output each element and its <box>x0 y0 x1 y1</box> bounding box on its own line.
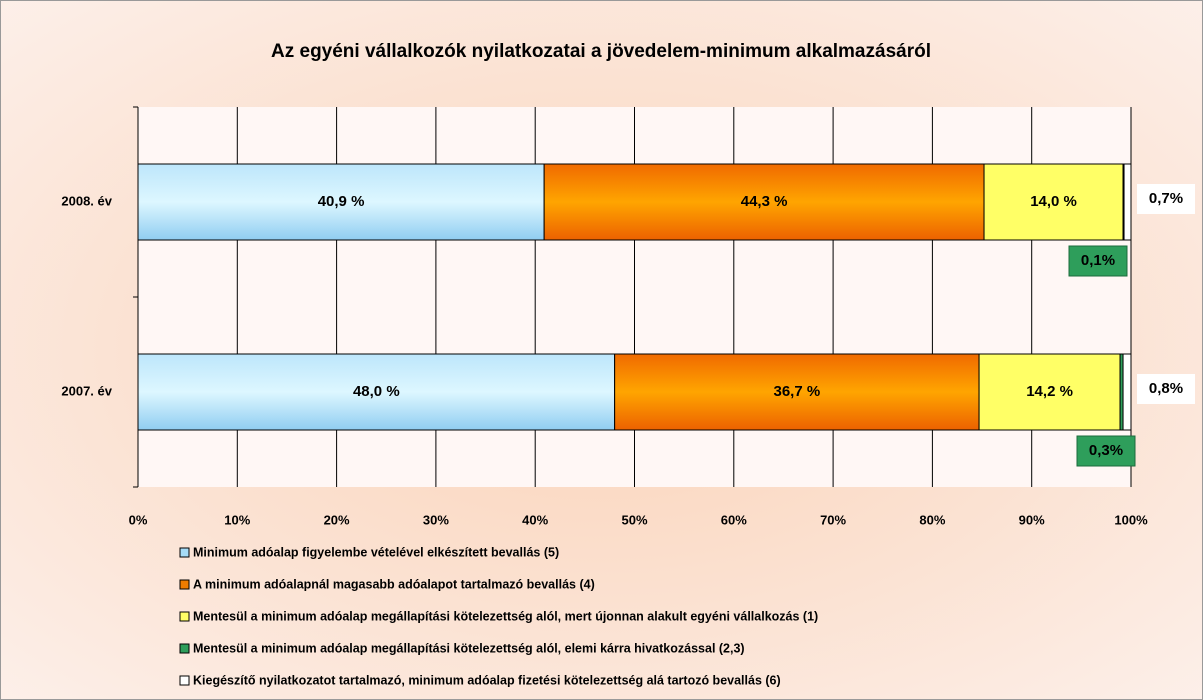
x-tick-label: 30% <box>423 512 449 527</box>
x-tick-label: 90% <box>1019 512 1045 527</box>
bar-segment <box>137 163 545 241</box>
x-tick-label: 80% <box>919 512 945 527</box>
chart-title: Az egyéni vállalkozók nyilatkozatai a jö… <box>271 41 931 62</box>
legend-swatch <box>179 643 190 654</box>
y-tick-label: 2008. év <box>61 193 112 208</box>
bar-segment <box>1123 163 1132 241</box>
y-tick-label: 2007. év <box>61 383 112 398</box>
value-label-box <box>1068 245 1128 277</box>
x-tick-label: 40% <box>522 512 548 527</box>
legend-label: A minimum adóalapnál magasabb adóalapot … <box>193 577 595 591</box>
legend-label: Mentesül a minimum adóalap megállapítási… <box>193 641 745 655</box>
value-label: 36,7 % <box>774 383 821 400</box>
bar-segment <box>614 353 980 431</box>
legend-label: Minimum adóalap figyelembe vételével elk… <box>193 545 559 559</box>
value-label: 40,9 % <box>318 193 365 210</box>
bar-segment <box>137 353 616 431</box>
bar-segment <box>1122 353 1132 431</box>
value-label-box <box>1076 435 1136 467</box>
value-label: 48,0 % <box>353 383 400 400</box>
x-tick-label: 60% <box>721 512 747 527</box>
legend-swatch <box>179 611 190 622</box>
x-tick-label: 50% <box>621 512 647 527</box>
value-label: 14,2 % <box>1026 383 1073 400</box>
value-label: 0,7% <box>1149 190 1183 207</box>
value-label-box <box>1137 184 1195 214</box>
bar-segment <box>983 163 1124 241</box>
legend-label: Kiegészítő nyilatkozatot tartalmazó, min… <box>193 673 781 687</box>
bar-segment <box>978 353 1121 431</box>
legend-swatch <box>179 579 190 590</box>
x-tick-label: 70% <box>820 512 846 527</box>
value-label: 0,1% <box>1081 252 1115 269</box>
bar-segment <box>543 163 985 241</box>
legend-label: Mentesül a minimum adóalap megállapítási… <box>193 609 818 623</box>
x-tick-label: 100% <box>1114 512 1148 527</box>
value-label: 44,3 % <box>741 193 788 210</box>
value-label: 0,8% <box>1149 380 1183 397</box>
value-label-box <box>1137 374 1195 404</box>
value-label: 14,0 % <box>1030 193 1077 210</box>
legend-swatch <box>179 675 190 686</box>
x-tick-label: 20% <box>324 512 350 527</box>
x-tick-label: 10% <box>224 512 250 527</box>
value-label: 0,3% <box>1089 442 1123 459</box>
legend-swatch <box>179 547 190 558</box>
x-tick-label: 0% <box>129 512 148 527</box>
